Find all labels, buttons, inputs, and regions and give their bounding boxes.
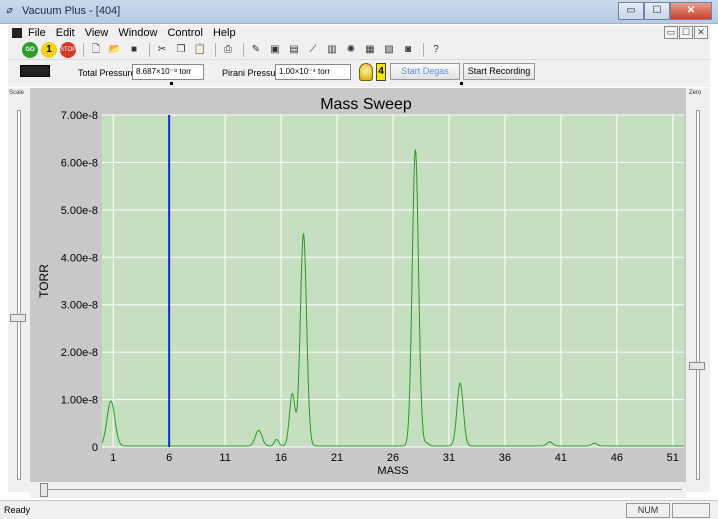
open-folder-icon[interactable]: 📂 xyxy=(108,44,122,55)
device-icon[interactable]: ◙ xyxy=(404,44,412,55)
spectrum-icon[interactable]: ▧ xyxy=(384,44,394,55)
horizontal-slider-thumb[interactable] xyxy=(40,483,48,497)
x-tick-label: 46 xyxy=(611,452,623,464)
x-tick-label: 11 xyxy=(219,452,230,464)
document-icon[interactable] xyxy=(12,28,22,38)
save-icon[interactable]: ■ xyxy=(130,44,138,55)
y-tick-label: 3.00e-8 xyxy=(61,300,98,312)
help-icon[interactable]: ? xyxy=(433,44,439,55)
toolbar-separator xyxy=(215,43,216,57)
zero-slider-thumb[interactable] xyxy=(689,362,705,370)
toolbar-separator xyxy=(149,43,150,57)
y-axis-ticks: 0 1.00e-8 2.00e-8 3.00e-8 4.00e-8 5.00e-8 6.00… xyxy=(61,110,98,454)
y-tick-label: 7.00e-8 xyxy=(61,110,98,122)
bars-icon[interactable]: ▥ xyxy=(327,44,337,55)
display-icon[interactable]: ▣ xyxy=(270,44,280,55)
num-lock-indicator: NUM xyxy=(626,503,670,518)
mdi-controls: ▭ ☐ ✕ xyxy=(663,26,708,39)
marker-dot xyxy=(460,82,463,85)
zero-caption: Zero xyxy=(689,90,702,96)
go-button[interactable]: GO xyxy=(22,42,38,58)
chart-title: Mass Sweep xyxy=(320,96,412,113)
menu-edit[interactable]: Edit xyxy=(55,27,75,39)
minimize-button[interactable]: ▭ xyxy=(618,2,644,20)
text-display-icon[interactable]: ▤ xyxy=(289,44,299,55)
x-tick-label: 1 xyxy=(110,452,116,464)
menu-view[interactable]: View xyxy=(84,27,109,39)
close-button[interactable]: ✕ xyxy=(670,2,712,20)
menu-help[interactable]: Help xyxy=(212,27,236,39)
mdi-restore-button[interactable]: ☐ xyxy=(679,26,693,39)
menu-bar: File Edit View Window Control Help ▭ ☐ ✕ xyxy=(8,25,710,41)
ready-status: Ready xyxy=(4,505,31,515)
zero-panel: Zero xyxy=(686,88,710,492)
lcd-display-icon xyxy=(20,65,50,77)
x-tick-label: 31 xyxy=(443,452,455,464)
total-pressure-label: Total Pressure xyxy=(78,68,136,78)
mdi-minimize-button[interactable]: ▭ xyxy=(664,26,678,39)
y-tick-label: 2.00e-8 xyxy=(61,347,98,359)
zero-slider-track[interactable] xyxy=(696,110,700,480)
paste-icon[interactable]: 📋 xyxy=(193,44,207,55)
filament-icon[interactable]: ✺ xyxy=(346,44,356,55)
title-bar: ⌀ Vacuum Plus - [404] ▭ ☐ ✕ xyxy=(0,0,718,24)
tweezers-icon[interactable]: ⟋ xyxy=(309,44,317,55)
status-cell xyxy=(672,503,710,518)
x-tick-label: 16 xyxy=(275,452,287,464)
mass-sweep-chart[interactable]: Mass Sweep 0 1.00e-8 2.00e-8 3.00e-8 4.00e-8… xyxy=(30,88,686,482)
x-tick-label: 6 xyxy=(166,452,172,464)
marker-dot xyxy=(170,82,173,85)
horizontal-slider-track[interactable] xyxy=(42,489,682,490)
y-tick-label: 4.00e-8 xyxy=(61,252,98,264)
x-tick-label: 51 xyxy=(667,452,679,464)
x-tick-label: 36 xyxy=(499,452,511,464)
menu-file[interactable]: File xyxy=(28,27,46,39)
toolbar: GO 1 STOP 🗋 📂 ■ ✂ ❐ 📋 ⎙ ✎ ▣ ▤ ⟋ ▥ ✺ ▦ ▧ … xyxy=(8,41,710,59)
mdi-close-button[interactable]: ✕ xyxy=(694,26,708,39)
vacuum-plus-icon: ⌀ xyxy=(6,5,13,16)
maximize-button[interactable]: ☐ xyxy=(644,2,670,20)
menu-control[interactable]: Control xyxy=(167,27,203,39)
scale-slider-track[interactable] xyxy=(17,110,21,480)
window-title: Vacuum Plus - [404] xyxy=(22,5,121,17)
toolbar-separator xyxy=(83,43,84,57)
x-tick-label: 41 xyxy=(555,452,567,464)
filament-indicator[interactable]: 4 xyxy=(376,63,386,81)
scale-panel: Scale xyxy=(8,88,30,492)
horizontal-slider xyxy=(30,482,686,498)
mass-sweep-series xyxy=(101,149,684,447)
menu-window[interactable]: Window xyxy=(118,27,158,39)
x-tick-label: 26 xyxy=(387,452,399,464)
pirani-pressure-value: 1.00×10⁻⁴ torr xyxy=(275,64,351,80)
y-tick-label: 0 xyxy=(92,442,98,454)
print-icon[interactable]: ⎙ xyxy=(224,44,232,55)
y-tick-label: 6.00e-8 xyxy=(61,157,98,169)
chart-area: Mass Sweep 0 1.00e-8 2.00e-8 3.00e-8 4.00e-8… xyxy=(30,88,686,482)
total-pressure-value: 8.687×10⁻⁸ torr xyxy=(132,64,204,80)
single-scan-button[interactable]: 1 xyxy=(41,42,57,58)
grid-icon[interactable]: ▦ xyxy=(365,44,375,55)
start-degas-button[interactable]: Start Degas xyxy=(390,63,460,80)
cut-icon[interactable]: ✂ xyxy=(157,44,167,55)
x-axis-label: MASS xyxy=(377,465,408,477)
stop-button[interactable]: STOP xyxy=(60,42,76,58)
pressure-status-row: Total Pressure 8.687×10⁻⁸ torr Pirani Pr… xyxy=(8,59,710,87)
x-axis-ticks: 1 6 11 16 21 26 31 36 41 46 51 xyxy=(110,452,679,464)
pirani-pressure-label: Pirani Pressure xyxy=(222,68,284,78)
start-recording-button[interactable]: Start Recording xyxy=(463,63,535,80)
y-axis-label: TORR xyxy=(37,264,51,298)
scale-slider-thumb[interactable] xyxy=(10,314,26,322)
window-controls: ▭ ☐ ✕ xyxy=(618,2,712,20)
y-tick-label: 5.00e-8 xyxy=(61,205,98,217)
y-tick-label: 1.00e-8 xyxy=(61,395,98,407)
scale-caption: Scale xyxy=(9,90,25,96)
new-file-icon[interactable]: 🗋 xyxy=(91,44,101,55)
pen-icon[interactable]: ✎ xyxy=(251,44,261,55)
bulb-icon[interactable] xyxy=(359,63,373,81)
status-bar: Ready NUM xyxy=(0,500,718,519)
copy-icon[interactable]: ❐ xyxy=(176,44,186,55)
x-tick-label: 21 xyxy=(331,452,343,464)
toolbar-separator xyxy=(423,43,424,57)
toolbar-separator xyxy=(243,43,244,57)
